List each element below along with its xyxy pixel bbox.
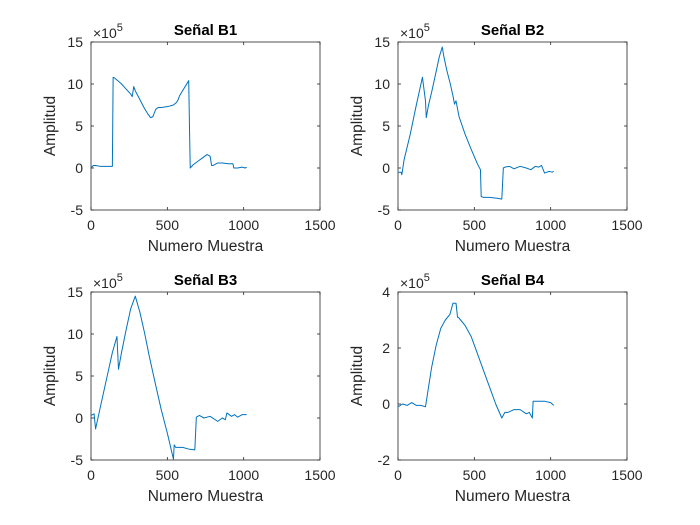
axes-box [90, 41, 321, 211]
x-tick-label: 1500 [304, 217, 335, 233]
x-axis-label: Numero Muestra [455, 488, 571, 505]
x-axis-label: Numero Muestra [148, 238, 264, 255]
exponent-base: ×10 [400, 25, 424, 41]
y-tick-label: -5 [378, 202, 391, 218]
y-exponent-label: ×105 [93, 22, 123, 41]
y-tick-label: -5 [71, 202, 84, 218]
series-line [397, 302, 555, 419]
x-tick-label: 0 [394, 467, 402, 483]
x-tick-label: 0 [394, 217, 402, 233]
x-tick-label: 500 [463, 467, 487, 483]
y-exponent-label: ×105 [400, 22, 430, 41]
y-tick-label: -5 [71, 452, 84, 468]
x-tick-label: 1000 [228, 467, 259, 483]
exponent-base: ×10 [93, 275, 117, 291]
y-tick-label: 5 [75, 368, 83, 384]
x-tick-label: 1000 [228, 217, 259, 233]
exponent-power: 5 [424, 272, 430, 284]
chart-title: Señal B1 [174, 22, 237, 39]
axes-box [397, 41, 628, 211]
x-tick-label: 1500 [304, 467, 335, 483]
y-tick-label: -2 [378, 452, 391, 468]
y-tick-label: 10 [374, 76, 390, 92]
y-axis-label: Amplitud [42, 346, 59, 406]
y-axis-label: Amplitud [349, 346, 366, 406]
y-axis-label: Amplitud [349, 96, 366, 156]
y-tick-label: 15 [67, 34, 83, 50]
y-tick-label: 5 [382, 118, 390, 134]
y-tick-label: 0 [382, 396, 390, 412]
y-tick-label: 5 [75, 118, 83, 134]
x-tick-label: 1000 [535, 467, 566, 483]
series-line [90, 295, 247, 460]
x-tick-label: 1500 [611, 217, 642, 233]
y-axis-label: Amplitud [42, 96, 59, 156]
y-tick-label: 4 [382, 284, 390, 300]
x-tick-label: 1000 [535, 217, 566, 233]
y-tick-label: 0 [382, 160, 390, 176]
exponent-power: 5 [117, 272, 123, 284]
exponent-base: ×10 [93, 25, 117, 41]
chart-title: Señal B4 [481, 272, 545, 289]
axes-box [90, 291, 321, 461]
x-axis-label: Numero Muestra [455, 238, 571, 255]
y-tick-label: 0 [75, 160, 83, 176]
x-tick-label: 1500 [611, 467, 642, 483]
y-tick-label: 15 [67, 284, 83, 300]
x-tick-label: 500 [156, 217, 180, 233]
x-tick-label: 500 [156, 467, 180, 483]
y-exponent-label: ×105 [93, 272, 123, 291]
series-line [398, 46, 554, 200]
x-axis-label: Numero Muestra [148, 488, 264, 505]
y-exponent-label: ×105 [400, 272, 430, 291]
exponent-base: ×10 [400, 275, 424, 291]
y-tick-label: 2 [382, 340, 390, 356]
x-tick-label: 0 [87, 217, 95, 233]
chart-title: Señal B3 [174, 272, 237, 289]
chart-title: Señal B2 [481, 22, 544, 39]
y-tick-label: 10 [67, 76, 83, 92]
series-line [90, 76, 247, 169]
y-tick-label: 15 [374, 34, 390, 50]
x-tick-label: 500 [463, 217, 487, 233]
y-tick-label: 0 [75, 410, 83, 426]
exponent-power: 5 [117, 22, 123, 34]
x-tick-label: 0 [87, 467, 95, 483]
exponent-power: 5 [424, 22, 430, 34]
y-tick-label: 10 [67, 326, 83, 342]
axes-box [397, 291, 628, 461]
